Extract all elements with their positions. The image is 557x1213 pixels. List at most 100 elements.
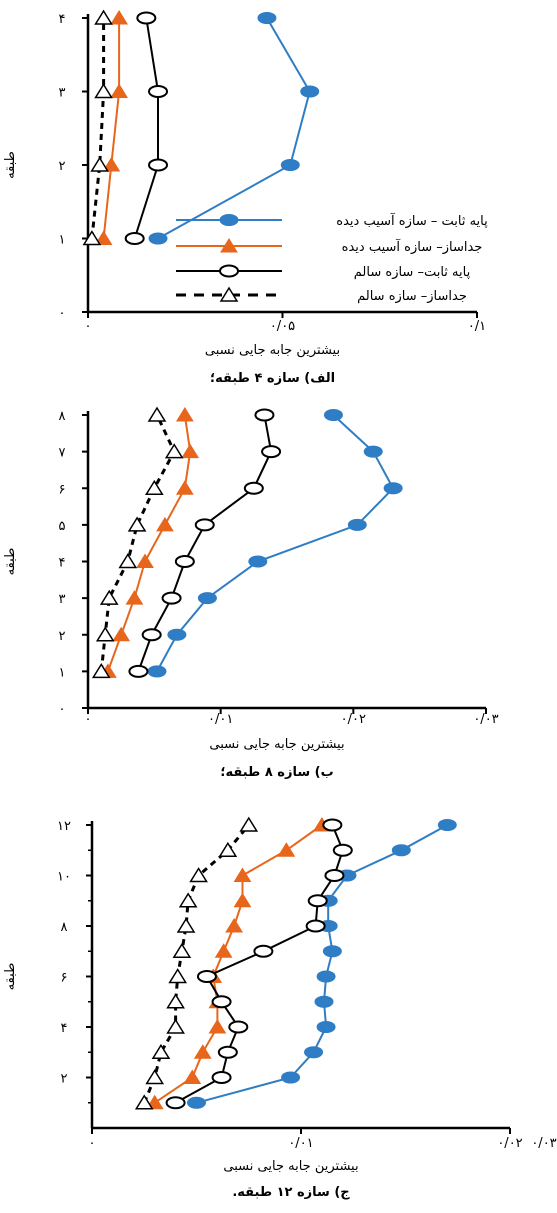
data-point (314, 995, 334, 1008)
data-point (218, 841, 238, 857)
x-tick-label: ۰/۰۲ (497, 1136, 522, 1151)
y-tick-label: ۳ (59, 86, 66, 101)
data-point (167, 628, 187, 641)
data-point (156, 516, 174, 532)
y-tick-label: ۴ (61, 1021, 68, 1036)
data-point (82, 230, 102, 246)
y-axis-title: طبقه (3, 963, 18, 991)
data-point (166, 993, 185, 1009)
data-point (322, 945, 342, 958)
data-point (316, 970, 336, 983)
data-point (383, 482, 403, 495)
data-point (168, 968, 188, 984)
data-point (189, 867, 208, 883)
data-point (323, 409, 343, 421)
x-axis-title: بیشترین جابه جایی نسبی (205, 343, 340, 358)
data-point (305, 919, 326, 933)
data-point (217, 1045, 238, 1059)
data-point (277, 842, 296, 857)
series-1 (148, 12, 320, 245)
data-point (347, 518, 367, 531)
legend-label: جداساز– سازه سالم (357, 289, 467, 304)
data-point (147, 665, 167, 678)
data-point (176, 917, 196, 933)
y-tick-label: ۴ (59, 12, 66, 27)
data-point (164, 443, 184, 459)
x-tick-label: ۰/۰۳ (473, 712, 498, 727)
y-tick-label: ۲ (59, 159, 66, 174)
data-point (300, 85, 320, 98)
data-point (208, 1019, 227, 1034)
y-tick-label: ۰ (59, 702, 66, 717)
x-tick-label: ۰ (89, 1136, 96, 1151)
data-point (128, 664, 149, 678)
y-tick-label: ۵ (59, 519, 66, 534)
data-point (94, 83, 113, 99)
series-line (99, 414, 176, 672)
y-tick-label: ۸ (61, 920, 68, 935)
series-1 (147, 409, 403, 678)
data-point (225, 918, 244, 933)
chart-caption: ب) سازه ۸ طبقه؛ (220, 765, 333, 780)
series-line (133, 17, 159, 239)
data-point (304, 1046, 324, 1059)
data-point (239, 816, 259, 832)
series-2 (94, 10, 129, 245)
y-tick-label: ۲ (61, 1072, 68, 1087)
data-point (175, 480, 194, 495)
x-tick-label: ۰/۰۱ (208, 712, 233, 727)
x-tick-label: ۰ (85, 712, 92, 727)
series-4 (82, 9, 113, 246)
y-tick-label: ۱۲ (57, 819, 71, 834)
y-tick-label: ۱ (59, 233, 66, 248)
series-line (90, 18, 106, 239)
data-point (99, 589, 119, 605)
data-point (243, 481, 264, 495)
data-point (193, 1044, 212, 1059)
data-point (363, 445, 383, 458)
chart-panel-1 (82, 9, 478, 318)
legend-marker (219, 214, 239, 226)
data-point (257, 12, 277, 24)
data-point (147, 406, 167, 422)
data-point (254, 408, 275, 422)
x-tick-label: ۰/۰۲ (341, 712, 366, 727)
data-point (175, 407, 194, 422)
y-tick-label: ۴ (59, 556, 66, 571)
data-point (172, 942, 192, 958)
y-tick-label: ۳ (59, 592, 66, 607)
y-tick-label: ۲ (59, 629, 66, 644)
y-axis-title: طبقه (3, 151, 18, 179)
data-point (228, 1020, 249, 1034)
data-point (94, 9, 113, 25)
data-point (214, 943, 233, 958)
data-point (316, 1021, 336, 1033)
data-point (211, 995, 232, 1009)
series-1 (187, 819, 457, 1109)
data-point (233, 867, 252, 882)
data-point (332, 843, 353, 857)
x-tick-label-extra: ۰/۰۳ (531, 1136, 556, 1151)
data-point (125, 590, 144, 605)
data-point (161, 591, 182, 605)
data-point (148, 158, 169, 172)
y-tick-label: ۶ (61, 971, 68, 986)
x-tick-label: ۰/۱ (468, 319, 486, 334)
series-3 (128, 408, 282, 678)
y-tick-label: ۶ (59, 482, 66, 497)
data-point (127, 516, 147, 532)
series-line (156, 414, 395, 672)
legend-marker (220, 238, 238, 253)
series-4 (91, 406, 184, 679)
chart-caption: الف) سازه ۴ طبقه؛ (210, 371, 335, 386)
x-tick-label: ۰/۰۵ (270, 319, 295, 334)
data-point (91, 662, 111, 679)
series-4 (134, 816, 259, 1110)
chart-caption: ج) سازه ۱۲ طبقه. (232, 1185, 350, 1200)
legend-label: پایه ثابت – سازه آسیب دیده (336, 212, 488, 229)
data-point (90, 156, 110, 172)
data-point (280, 159, 300, 171)
data-point (261, 445, 282, 459)
y-tick-label: ۱۰ (57, 870, 71, 885)
legend-marker (219, 264, 239, 278)
